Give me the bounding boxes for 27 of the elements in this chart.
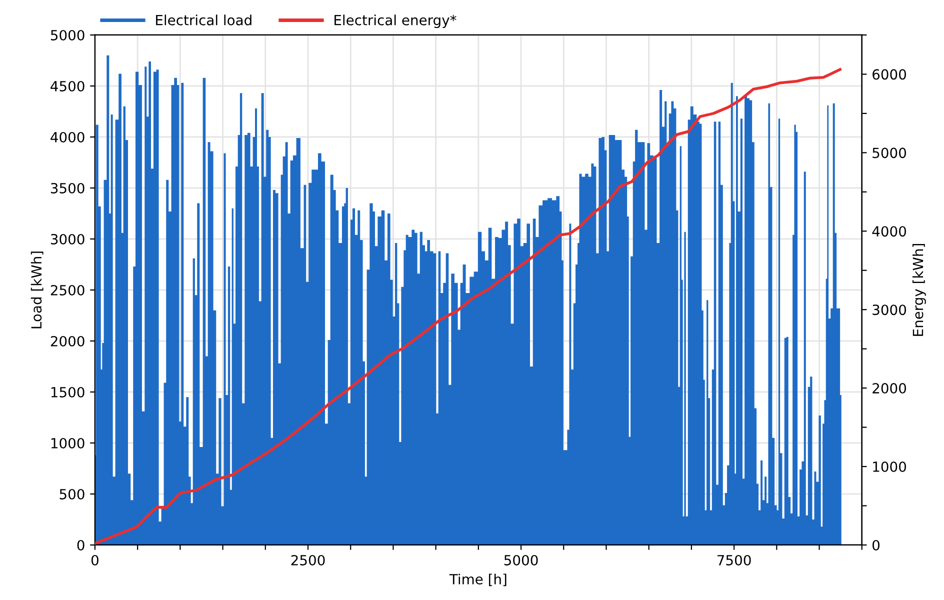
y2-tick-label: 1000 [873, 461, 906, 472]
y-axis-title: Load [kWh] [30, 252, 44, 328]
y2-tick-label: 0 [872, 540, 880, 550]
legend-label: Electrical load [156, 14, 252, 26]
y-tick-label: 5000 [50, 30, 84, 40]
y2-axis-title: Energy [kWh] [912, 244, 926, 336]
y-tick-label: 3000 [50, 234, 84, 244]
y-tick-label: 1500 [51, 386, 84, 398]
y2-tick-label: 4000 [872, 226, 906, 237]
y-tick-label: 3500 [50, 182, 84, 194]
x-tick-label: 5000 [504, 554, 538, 566]
x-tick-label: 0 [91, 554, 98, 566]
y2-tick-label: 3000 [872, 304, 906, 316]
y2-tick-label: 5000 [872, 148, 906, 158]
y-tick-label: 2500 [50, 284, 84, 296]
x-axis-title: Time [h] [449, 574, 506, 586]
y-tick-label: 1000 [51, 438, 84, 448]
y-tick-label: 500 [60, 488, 84, 500]
x-tick-label: 7500 [718, 554, 751, 566]
y-tick-label: 0 [77, 540, 84, 550]
y2-tick-label: 2000 [872, 383, 906, 394]
y-tick-label: 4500 [50, 80, 84, 92]
legend-label: Electrical energy* [334, 14, 456, 28]
y-tick-label: 4000 [50, 132, 84, 142]
y-tick-label: 2000 [50, 336, 84, 346]
y2-tick-label: 6000 [872, 69, 906, 80]
x-tick-label: 2500 [291, 554, 325, 566]
